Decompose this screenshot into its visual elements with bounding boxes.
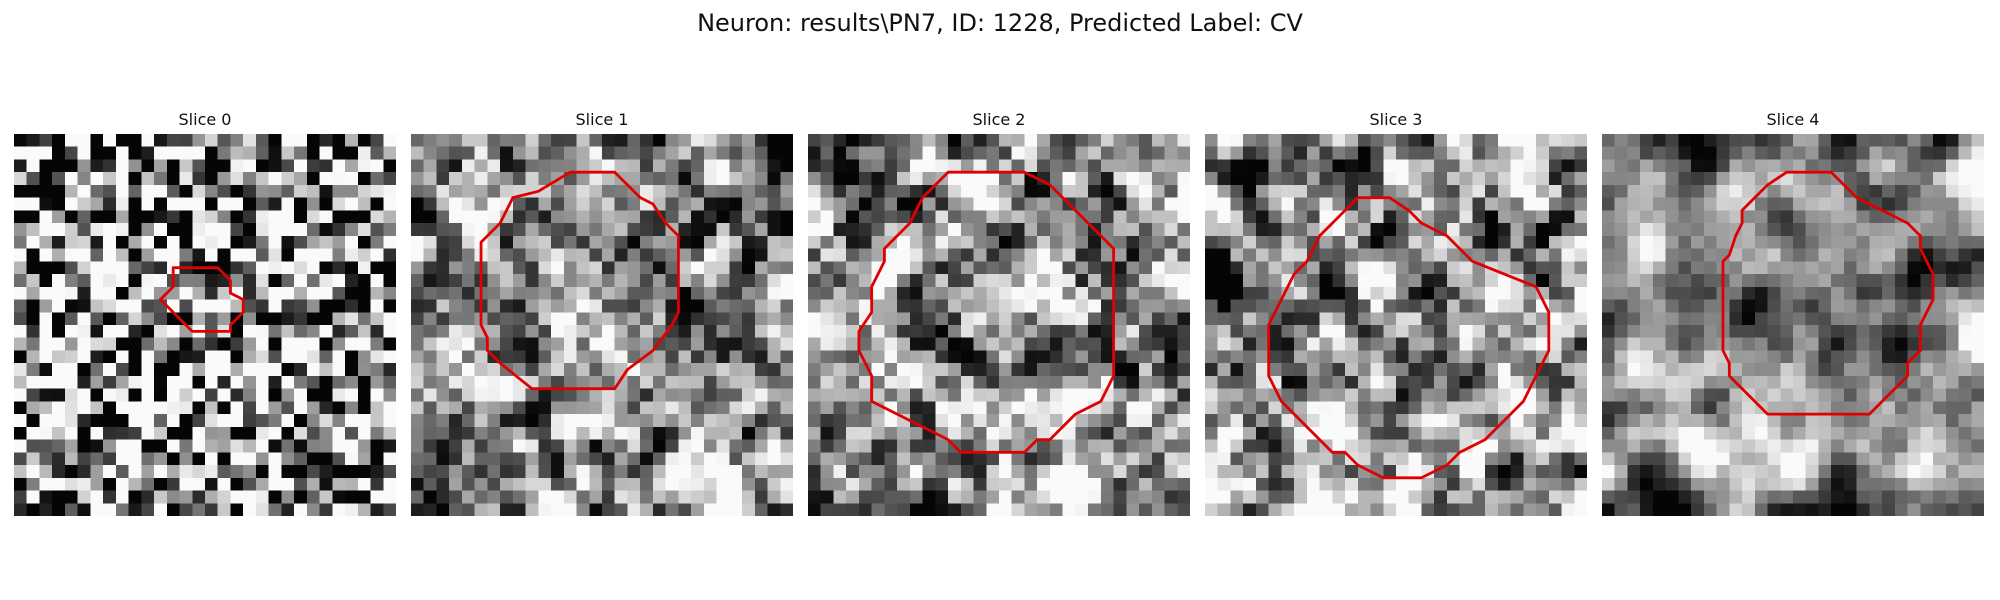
- slice-image: [1205, 134, 1587, 516]
- slice-panel: Slice 2: [808, 110, 1190, 516]
- neuron-contour: [159, 266, 245, 333]
- slice-panel: Slice 0: [14, 110, 396, 516]
- neuron-contour: [479, 170, 680, 391]
- contour-overlay: [159, 266, 245, 333]
- slice-image: [411, 134, 793, 516]
- microscopy-texture: [411, 134, 793, 516]
- contour-overlay: [479, 170, 680, 391]
- slice-panel: Slice 3: [1205, 110, 1587, 516]
- slice-title: Slice 0: [178, 110, 232, 129]
- contour-overlay: [1721, 170, 1935, 416]
- slice-panel: Slice 1: [411, 110, 793, 516]
- slice-title: Slice 2: [972, 110, 1026, 129]
- microscopy-texture: [14, 134, 396, 516]
- neuron-contour: [857, 170, 1116, 454]
- slice-title: Slice 4: [1766, 110, 1820, 129]
- slice-panel: Slice 4: [1602, 110, 1984, 516]
- neuron-contour: [1267, 196, 1551, 480]
- slice-image: [808, 134, 1190, 516]
- contour-overlay: [857, 170, 1116, 454]
- figure-title: Neuron: results\PN7, ID: 1228, Predicted…: [697, 9, 1303, 37]
- neuron-contour: [1721, 170, 1935, 416]
- slice-title: Slice 1: [575, 110, 629, 129]
- slice-title: Slice 3: [1369, 110, 1423, 129]
- slice-image: [1602, 134, 1984, 516]
- contour-overlay: [1267, 196, 1551, 480]
- slice-image: [14, 134, 396, 516]
